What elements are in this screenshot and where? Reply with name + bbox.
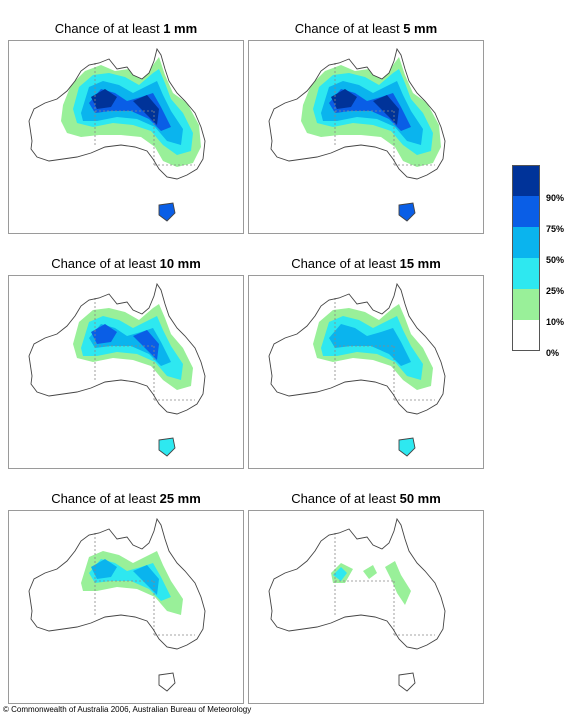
legend-swatch-0 — [512, 320, 540, 351]
state-borders — [94, 533, 195, 636]
tasmania — [158, 202, 176, 222]
map-10mm — [8, 275, 244, 469]
tasmania — [398, 672, 416, 692]
state-borders — [334, 298, 435, 401]
australia-map-svg — [268, 47, 446, 222]
australia-coastline — [28, 282, 206, 415]
probability-shading — [331, 561, 411, 605]
panel-title-25mm: Chance of at least 25 mm — [51, 491, 201, 506]
map-15mm — [248, 275, 484, 469]
australia-map-svg — [268, 517, 446, 692]
australia-land — [269, 519, 445, 649]
probability-region — [91, 559, 159, 595]
tasmania — [158, 672, 176, 692]
tasmania — [398, 437, 416, 457]
map-1mm — [8, 40, 244, 234]
probability-region — [329, 324, 411, 366]
probability-region — [333, 567, 347, 581]
probability-shading — [313, 304, 433, 390]
state-borders — [334, 533, 435, 636]
australia-coastline — [268, 517, 446, 650]
probability-legend — [512, 165, 540, 351]
probability-region — [91, 324, 159, 360]
panel-title-15mm: Chance of at least 15 mm — [291, 256, 441, 271]
australia-coastline — [268, 282, 446, 415]
probability-shading — [81, 551, 183, 615]
map-25mm — [8, 510, 244, 704]
legend-label-75: 75% — [546, 224, 565, 234]
legend-swatch-75 — [512, 196, 540, 227]
copyright-notice: © Commonwealth of Australia 2006, Austra… — [3, 705, 252, 714]
australia-map-svg — [28, 517, 206, 692]
legend-label-50: 50% — [546, 255, 565, 265]
legend-swatch-10 — [512, 289, 540, 320]
probability-region — [331, 89, 399, 125]
australia-map-svg — [28, 47, 206, 222]
tasmania — [398, 202, 416, 222]
australia-coastline — [268, 47, 446, 180]
probability-shading — [301, 57, 441, 167]
state-borders — [334, 63, 435, 166]
legend-swatch-50 — [512, 227, 540, 258]
australia-map-svg — [28, 282, 206, 457]
legend-label-90: 90% — [546, 193, 565, 203]
probability-region — [331, 561, 411, 605]
australia-coastline — [28, 47, 206, 180]
tasmania — [158, 437, 176, 457]
panel-title-5mm: Chance of at least 5 mm — [294, 21, 438, 36]
state-borders — [94, 63, 195, 166]
legend-label-10: 10% — [546, 317, 565, 327]
australia-coastline — [28, 517, 206, 650]
map-5mm — [248, 40, 484, 234]
panel-title-10mm: Chance of at least 10 mm — [51, 256, 201, 271]
legend-swatch-90 — [512, 165, 540, 196]
state-borders — [94, 298, 195, 401]
probability-shading — [61, 57, 201, 167]
probability-region — [91, 89, 159, 125]
australia-map-svg — [268, 282, 446, 457]
map-50mm — [248, 510, 484, 704]
probability-shading — [73, 304, 193, 390]
legend-label-25: 25% — [546, 286, 565, 296]
legend-label-0: 0% — [546, 348, 560, 358]
panel-title-50mm: Chance of at least 50 mm — [291, 491, 441, 506]
panel-title-1mm: Chance of at least 1 mm — [54, 21, 198, 36]
legend-swatch-25 — [512, 258, 540, 289]
